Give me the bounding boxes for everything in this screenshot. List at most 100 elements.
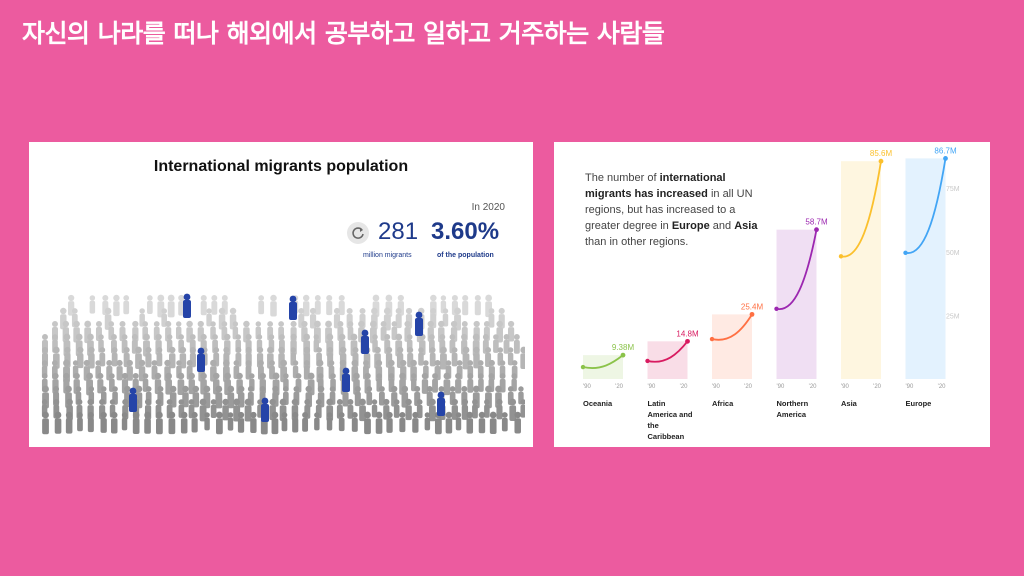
region-label: the <box>648 421 659 430</box>
person-figure <box>100 411 107 433</box>
end-value-label: 85.6M <box>870 149 893 158</box>
person-figure <box>314 412 320 431</box>
person-figure <box>168 411 176 435</box>
person-figure <box>179 346 187 369</box>
person-figure <box>177 372 185 396</box>
series-area <box>776 229 817 379</box>
region-label: America <box>777 410 807 419</box>
start-point <box>774 306 779 311</box>
person-figure <box>484 399 490 418</box>
person-figure <box>197 320 204 342</box>
panel-title: International migrants population <box>153 158 409 175</box>
x-tick-label: '90 <box>712 384 720 390</box>
person-figure <box>211 295 218 315</box>
person-figure <box>507 320 515 342</box>
person-figure <box>488 308 495 328</box>
person-figure <box>466 411 474 434</box>
series-line <box>776 229 818 310</box>
person-figure <box>472 399 478 419</box>
start-point <box>645 358 650 364</box>
migrant-count: 281 <box>378 218 419 245</box>
person-figure <box>77 346 84 369</box>
region-series: 86.7M '90 '20 Europe <box>903 146 957 408</box>
region-series: 25.4M '90 '20 Africa <box>709 302 763 408</box>
person-figure <box>65 411 73 434</box>
person-figure <box>455 372 462 394</box>
person-figure <box>147 295 153 315</box>
person-figure <box>386 411 393 433</box>
x-tick-label: '20 <box>615 384 623 390</box>
person-figure <box>89 295 96 314</box>
highlighted-person-figure <box>197 347 205 372</box>
y-tick-label: 25M <box>946 313 960 320</box>
summary-part-4: than in other regions. <box>585 236 689 248</box>
person-figure <box>113 294 120 317</box>
year-label: In 2020 <box>471 202 505 213</box>
person-figure <box>178 294 185 316</box>
highlighted-person-figure <box>129 387 137 412</box>
person-figure <box>421 372 429 394</box>
region-label: America and <box>648 410 693 419</box>
end-point <box>814 227 819 233</box>
end-point <box>685 338 690 344</box>
person-figure <box>383 307 391 331</box>
person-figure <box>180 411 188 434</box>
person-figure <box>364 411 371 435</box>
person-figure <box>412 411 419 433</box>
person-figure <box>418 347 424 366</box>
person-figure <box>445 411 453 434</box>
person-figure <box>478 411 486 434</box>
person-figure <box>514 411 521 434</box>
series-line <box>582 354 624 369</box>
summary-highlight-asia: Asia <box>734 220 758 232</box>
end-point <box>749 311 755 317</box>
highlighted-person-figure <box>289 295 297 320</box>
person-figure <box>77 412 83 432</box>
summary-part-2: in all UN regions, but has increased to … <box>585 188 753 232</box>
person-figure <box>424 412 431 431</box>
person-figure <box>271 411 279 435</box>
series-line <box>840 161 882 258</box>
summary-highlight-increase: international migrants has increased <box>585 172 726 200</box>
end-value-label: 14.8M <box>676 329 699 338</box>
person-figure <box>281 412 288 432</box>
y-tick-label: 75M <box>946 186 960 193</box>
x-tick-label: '20 <box>873 384 881 390</box>
person-figure <box>116 359 123 381</box>
migrant-count-label: million migrants <box>363 252 412 259</box>
end-point <box>620 352 626 358</box>
slide-title: 자신의 나라를 떠나 해외에서 공부하고 일하고 거주하는 사람들 <box>22 19 665 48</box>
person-figure <box>165 372 172 395</box>
highlighted-person-figure <box>342 367 350 392</box>
x-tick-label: '90 <box>583 384 591 390</box>
person-figure <box>123 295 130 315</box>
person-figure <box>467 373 474 393</box>
person-figure <box>250 411 257 433</box>
regional-growth-chart: 25M 50M 75M 9.38M '90 '20 Oceania 14.8M '90 '20 La… <box>580 146 960 441</box>
region-series: 58.7M '90 '20 Northern America <box>774 218 828 419</box>
regional-growth-panel: The number of international migrants has… <box>554 142 990 447</box>
person-figure <box>462 294 469 316</box>
person-figure <box>126 359 133 381</box>
person-figure <box>210 399 217 419</box>
population-share-label: of the population <box>437 252 494 259</box>
person-figure <box>440 346 447 370</box>
person-figure <box>472 385 480 409</box>
region-series: 85.6M '90 '20 Asia <box>838 149 893 408</box>
person-figure <box>509 398 517 422</box>
highlighted-person-figure <box>183 293 191 318</box>
person-figure <box>121 412 128 431</box>
x-tick-label: '90 <box>906 384 914 390</box>
person-figure <box>204 412 210 431</box>
person-figure <box>375 411 383 434</box>
person-figure <box>496 398 503 420</box>
summary-part-1: The number of <box>585 172 660 184</box>
person-figure <box>110 411 118 434</box>
y-tick-label: 50M <box>946 250 960 257</box>
person-figure <box>393 399 400 418</box>
person-figure <box>258 295 265 315</box>
end-point <box>878 158 884 164</box>
person-figure <box>215 385 223 409</box>
person-figure <box>167 294 175 318</box>
x-tick-label: '90 <box>648 384 656 390</box>
